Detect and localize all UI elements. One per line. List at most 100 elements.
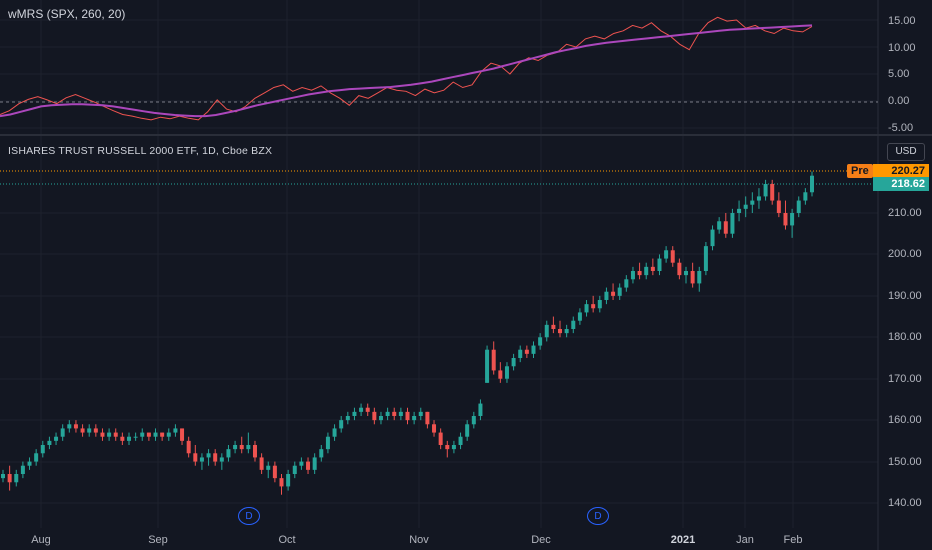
candlestick-series [1,171,814,495]
candle-body [743,204,748,209]
candle-body [405,411,410,421]
candle-body [432,424,437,433]
candle-body [796,200,801,213]
candle-body [186,440,191,454]
candle [54,432,59,445]
candle [233,440,238,454]
candle [392,407,397,421]
candle [246,432,251,454]
candle [405,407,410,425]
candle-body [425,411,430,425]
candle-body [365,407,370,412]
indicator-y-tick: 5.00 [888,68,910,80]
candle [703,241,708,276]
candle-body [624,279,629,288]
candle [571,316,576,334]
candle-body [776,200,781,213]
price-y-tick: 160.00 [888,414,922,426]
candle-body [332,428,337,437]
candle [325,432,330,454]
candle-body [717,221,722,230]
candle-body [783,212,788,226]
candle [511,353,516,371]
symbol-title[interactable]: ISHARES TRUST RUSSELL 2000 ETF, 1D, Cboe… [8,145,273,157]
price-y-tick: 140.00 [888,497,922,509]
candle-body [252,444,257,458]
currency-button[interactable]: USD [887,143,925,161]
candle-body [378,415,383,421]
candle [219,453,224,470]
candle-body [511,357,516,367]
candle [498,362,503,383]
candle-body [312,457,317,470]
candle-body [763,183,768,197]
candle [345,411,350,425]
indicator-title[interactable]: wMRS (SPX, 260, 20) [8,7,126,21]
x-axis-label: Feb [783,534,803,546]
candle-body [445,444,450,450]
candle-body [657,258,662,271]
candle-body [670,250,675,263]
candle [544,320,549,342]
candle-body [650,266,655,271]
candle-body [319,449,324,458]
candle-body [664,250,669,259]
candle-body [87,428,92,433]
candle-body [80,428,85,433]
candle [80,424,85,437]
candle [146,432,151,441]
candle [213,449,218,466]
candle [20,461,25,479]
candle-body [325,436,330,450]
candle [385,407,390,421]
candle [524,345,529,358]
candle-body [1,473,5,479]
candle-body [180,428,185,441]
candle-body [518,349,523,358]
candle-body [498,370,503,379]
candle [14,469,19,487]
candle [173,424,178,437]
candle [518,345,523,363]
candle [763,179,768,201]
candle [226,444,231,462]
candle [591,295,596,313]
candle-body [47,440,52,445]
candle [558,320,563,338]
candle [120,432,125,445]
candle-body [611,291,616,296]
candle [491,341,496,375]
candle-body [213,453,218,462]
candle [359,403,364,416]
candle [93,424,98,437]
candle [332,424,337,441]
candle [684,266,689,284]
candle-body [504,366,509,379]
candle [803,188,808,205]
candle [717,217,722,234]
candle [312,453,317,474]
candle [776,192,781,218]
candle-body [750,200,755,205]
candle-body [398,411,403,416]
dividend-marker[interactable]: D [587,507,609,525]
candle [531,341,536,358]
candle [756,188,761,209]
candle-body [133,436,138,438]
candle-body [345,415,350,421]
candle-body [677,262,682,276]
candle [339,415,344,433]
mrs-line [0,16,813,121]
candle [398,407,403,421]
candle [637,262,642,280]
dividend-marker[interactable]: D [238,507,260,525]
candle-body [266,465,271,470]
candle-body [27,461,32,466]
candle [478,399,483,421]
x-axis-label-year: 2021 [670,534,696,546]
candle-body [93,428,98,433]
candle-body [737,208,742,213]
candle [299,457,304,470]
candle [465,420,470,441]
